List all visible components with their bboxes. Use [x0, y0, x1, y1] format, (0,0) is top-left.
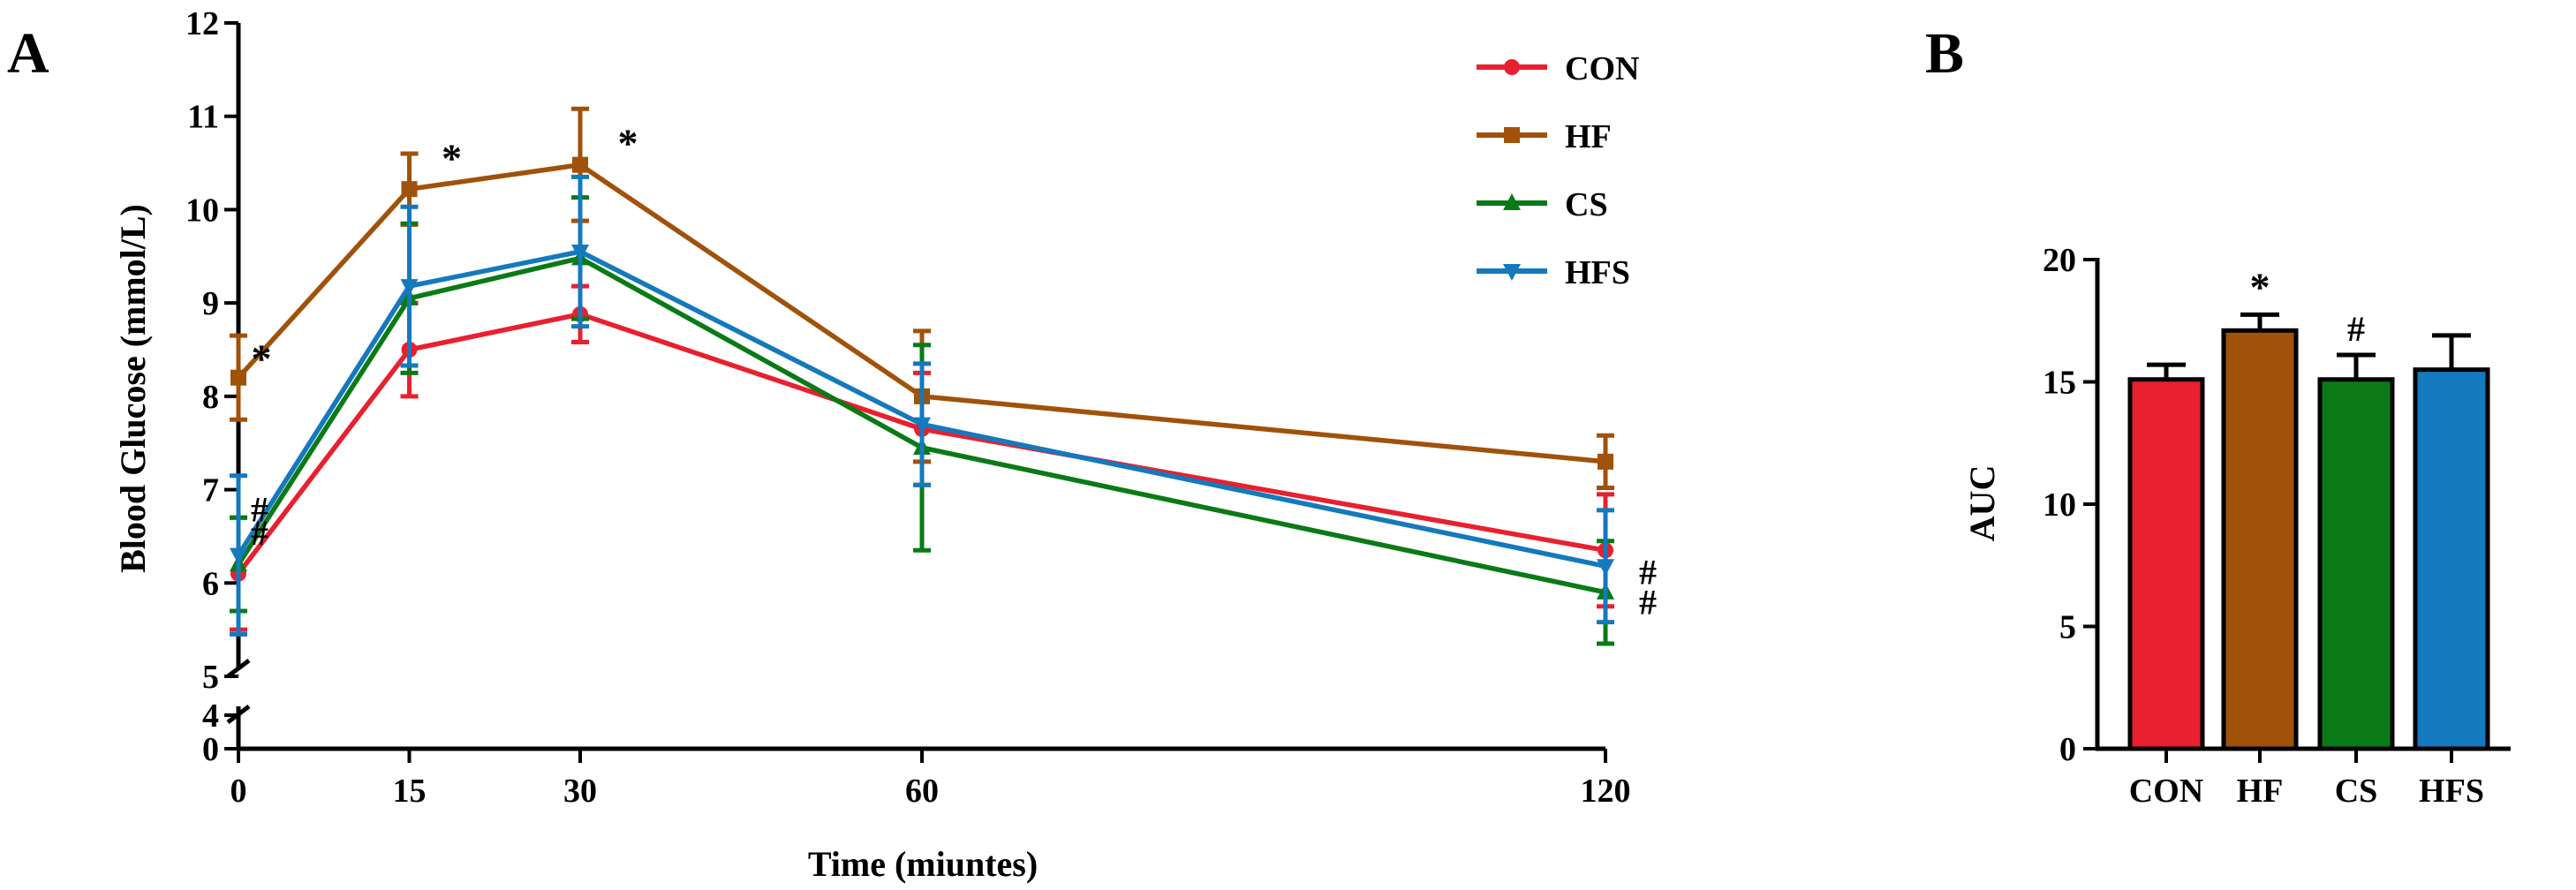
legend-marker [1503, 264, 1521, 281]
significance-mark: # [251, 489, 268, 529]
legend-label: HFS [1565, 254, 1630, 291]
panel-b-label: B [1925, 21, 1964, 86]
y-tick-label: 5 [202, 659, 219, 696]
data-point [1598, 453, 1613, 470]
y-tick-label: 10 [2043, 486, 2076, 524]
x-tick-label: CON [2129, 773, 2203, 810]
x-tick-label: 60 [905, 773, 939, 810]
panel-a-label: A [7, 21, 49, 86]
data-point [230, 369, 246, 386]
y-tick-label: 15 [2043, 365, 2076, 402]
significance-mark: * [252, 336, 272, 381]
data-point [230, 547, 247, 565]
significance-mark: # [1639, 582, 1657, 622]
y-axis-title: AUC [1962, 465, 2002, 542]
y-tick-label: 5 [2059, 609, 2076, 646]
significance-mark: * [2250, 264, 2270, 309]
x-tick-label: 30 [563, 773, 597, 810]
y-tick-label: 0 [2059, 731, 2076, 768]
x-tick-label: 15 [393, 773, 427, 810]
data-point [913, 417, 931, 434]
legend-label: CON [1565, 50, 1639, 87]
y-tick-label: 11 [187, 99, 219, 136]
y-tick-label: 10 [185, 192, 219, 229]
x-tick-label: CS [2335, 773, 2378, 810]
bar-con [2127, 377, 2205, 751]
y-tick-label: 6 [202, 565, 219, 602]
legend-item-hf: HF [1477, 118, 1612, 155]
y-tick-label: 20 [2043, 242, 2076, 279]
significance-mark: # [2347, 309, 2365, 349]
x-tick-label: 0 [230, 773, 247, 810]
bar-hf [2221, 328, 2299, 751]
bar-hfs [2413, 367, 2490, 751]
bar-cs [2317, 377, 2395, 751]
significance-mark: # [1639, 553, 1657, 592]
legend-marker [1503, 193, 1521, 210]
significance-mark: * [442, 136, 462, 181]
y-axis-title: Blood Glucose (mmol/L) [113, 204, 153, 573]
y-tick-label: 9 [202, 285, 219, 322]
y-tick-label: 0 [202, 731, 219, 768]
data-point [572, 156, 588, 173]
y-tick-label: 8 [202, 379, 219, 416]
data-point [1597, 559, 1614, 577]
legend-label: HF [1565, 118, 1612, 155]
legend-item-cs: CS [1477, 186, 1608, 223]
significance-mark: * [618, 120, 638, 165]
series-hfs [230, 174, 1614, 637]
significance-mark: # [251, 513, 268, 553]
legend-item-con: CON [1477, 50, 1639, 87]
legend-label: CS [1565, 186, 1608, 223]
x-axis-title: Time (miuntes) [808, 844, 1038, 884]
legend-item-hfs: HFS [1477, 254, 1630, 291]
legend-marker [1504, 127, 1520, 143]
data-point [571, 245, 589, 261]
y-tick-label: 7 [202, 472, 219, 509]
legend-marker [1504, 59, 1520, 75]
legend: CON HF CS HFS [1477, 50, 1639, 291]
x-tick-label: HF [2237, 773, 2284, 810]
data-point [401, 181, 418, 198]
y-axis-break-mark [226, 659, 251, 678]
data-point [400, 279, 419, 297]
y-tick-label: 4 [202, 698, 219, 735]
panel-b-bar-chart: 0 5 10 15 20 AUC CON HF CS HFS * # [1962, 242, 2511, 810]
y-tick-label: 12 [185, 5, 219, 42]
x-tick-label: HFS [2419, 773, 2484, 810]
x-tick-label: 120 [1581, 773, 1631, 810]
